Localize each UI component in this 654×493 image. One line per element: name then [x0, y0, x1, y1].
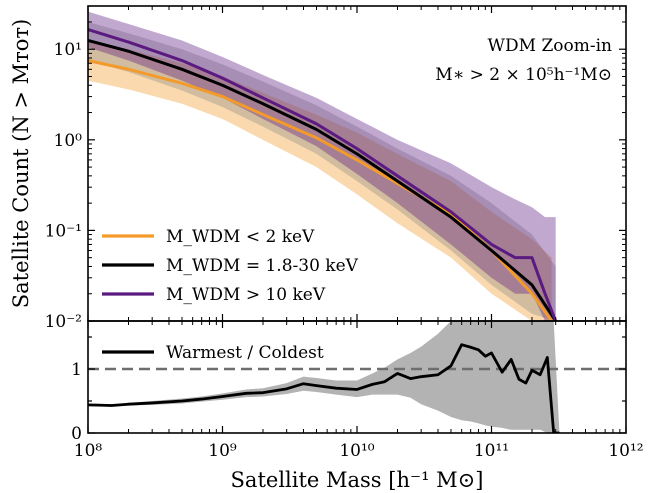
- top-plot-area: [88, 11, 558, 321]
- line-series-2: [88, 28, 558, 321]
- x-axis-title: Satellite Mass [h⁻¹ M⊙]: [231, 468, 484, 492]
- legend-label-0: M_WDM < 2 keV: [166, 227, 315, 247]
- band-series-2: [88, 11, 556, 321]
- x-tick-label: 10¹⁰: [339, 441, 374, 461]
- line-series-1: [88, 38, 557, 321]
- legend-label-2: M_WDM > 10 keV: [166, 285, 326, 305]
- ratio-legend-label: Warmest / Coldest: [166, 343, 324, 363]
- y-tick-label: 10¹: [54, 40, 82, 60]
- x-tick-label: 10¹¹: [474, 441, 509, 461]
- y-axis-title: Satellite Count (N > Mᴛᴏᴛ): [9, 19, 33, 308]
- band-series-0: [88, 40, 552, 321]
- y-tick-label: 10⁰: [54, 131, 83, 151]
- band-series-1: [88, 21, 556, 321]
- x-tick-label: 10¹²: [608, 441, 643, 461]
- x-tick-label: 10⁸: [74, 441, 103, 461]
- ratio-line: [88, 343, 560, 433]
- y-tick-label: 0: [71, 424, 82, 444]
- legend-label-1: M_WDM = 1.8-30 keV: [166, 256, 359, 276]
- x-tick-label: 10⁹: [208, 441, 237, 461]
- annotation-line-1: WDM Zoom-in: [488, 36, 612, 56]
- annotation-line-2: M∗ > 2 × 10⁵h⁻¹M⊙: [435, 65, 612, 85]
- ratio-band: [88, 321, 560, 433]
- y-tick-label: 10⁻²: [45, 312, 82, 332]
- y-tick-label: 10⁻¹: [45, 221, 82, 241]
- bottom-plot-area: [88, 321, 626, 433]
- y-tick-label: 1: [71, 360, 82, 380]
